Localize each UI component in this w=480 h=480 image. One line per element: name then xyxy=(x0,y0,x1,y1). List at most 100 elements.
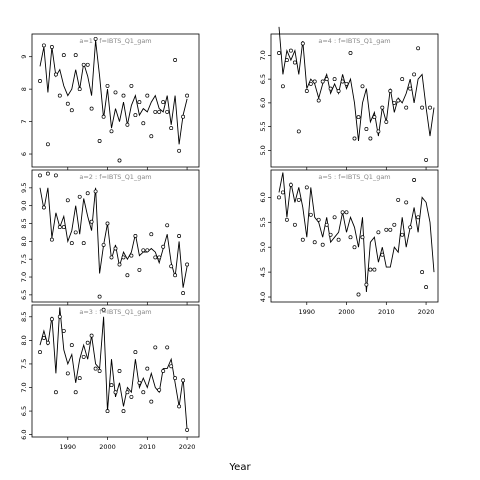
data-point xyxy=(424,157,429,162)
x-tick-label: 2010 xyxy=(378,308,395,316)
y-tick-label: 6.5 xyxy=(20,290,28,300)
data-point xyxy=(372,267,377,272)
panel-title: a=3 : f=IBTS_Q1_gam xyxy=(79,308,151,316)
data-point xyxy=(137,267,142,272)
data-point xyxy=(65,371,70,376)
data-point xyxy=(73,53,78,58)
y-tick-label: 6.0 xyxy=(20,429,28,439)
panel-frame xyxy=(270,169,439,303)
data-point xyxy=(129,253,134,258)
data-point xyxy=(404,200,409,205)
data-point xyxy=(392,222,397,227)
data-point xyxy=(165,109,170,114)
data-point xyxy=(296,197,301,202)
data-point xyxy=(300,41,305,46)
data-point xyxy=(53,390,58,395)
data-point xyxy=(316,217,321,222)
y-tick-label: 8.0 xyxy=(20,236,28,246)
data-point xyxy=(185,93,190,98)
data-point xyxy=(117,158,122,163)
y-tick-label: 6.0 xyxy=(259,98,267,108)
data-point xyxy=(336,89,341,93)
data-point xyxy=(141,248,146,253)
data-point xyxy=(364,282,369,287)
data-point xyxy=(165,345,170,350)
data-point xyxy=(173,58,178,62)
panel-title: a=1 : f=IBTS_Q1_gam xyxy=(79,37,151,45)
data-point xyxy=(332,77,337,82)
x-tick-label: 2020 xyxy=(418,308,435,316)
data-point xyxy=(304,185,309,190)
data-point xyxy=(121,93,126,98)
data-point xyxy=(292,222,297,227)
x-axis-title: Year xyxy=(228,462,251,473)
data-point xyxy=(177,148,182,153)
data-point xyxy=(77,87,82,92)
data-point xyxy=(344,81,349,86)
data-point xyxy=(101,114,106,119)
data-point xyxy=(416,46,421,51)
y-tick-label: 6.5 xyxy=(20,406,28,416)
fitted-line xyxy=(278,26,435,141)
data-point xyxy=(113,90,118,95)
data-point xyxy=(380,105,385,110)
data-point xyxy=(169,364,174,369)
y-tick-label: 7.0 xyxy=(20,272,28,282)
y-tick-label: 8.5 xyxy=(20,312,28,322)
data-point xyxy=(153,255,158,260)
data-point xyxy=(69,343,74,348)
data-point xyxy=(340,79,345,84)
data-point xyxy=(280,190,285,195)
data-point xyxy=(412,178,417,182)
data-point xyxy=(49,237,54,242)
data-point xyxy=(169,264,174,269)
data-point xyxy=(316,98,321,103)
panel-title: a=4 : f=IBTS_Q1_gam xyxy=(318,37,390,45)
data-point xyxy=(57,93,62,98)
data-point xyxy=(157,387,162,392)
data-point xyxy=(380,252,385,257)
data-point xyxy=(125,273,130,278)
data-point xyxy=(296,129,301,134)
data-point xyxy=(41,336,46,340)
data-point xyxy=(396,98,401,103)
data-point xyxy=(109,129,114,134)
data-point xyxy=(368,136,373,141)
data-point xyxy=(129,394,134,399)
data-point xyxy=(41,205,46,210)
data-point xyxy=(57,314,62,319)
data-point xyxy=(85,340,90,345)
data-point xyxy=(292,60,297,65)
data-point xyxy=(49,45,54,49)
data-point xyxy=(153,109,158,114)
data-point xyxy=(424,285,429,290)
data-point xyxy=(141,390,146,395)
data-point xyxy=(97,294,102,299)
data-point xyxy=(73,390,78,395)
data-point xyxy=(93,366,98,371)
panel-title: a=5 : f=IBTS_Q1_gam xyxy=(318,173,390,181)
data-point xyxy=(149,232,154,237)
data-point xyxy=(277,195,281,200)
data-point xyxy=(153,345,158,350)
data-point xyxy=(105,409,110,414)
data-point xyxy=(388,227,393,232)
data-point xyxy=(69,241,74,246)
data-point xyxy=(364,127,369,131)
data-point xyxy=(300,237,305,242)
data-point xyxy=(89,106,94,111)
data-point xyxy=(308,81,313,86)
data-point xyxy=(145,248,150,253)
data-point xyxy=(133,113,138,118)
y-tick-label: 6.0 xyxy=(259,192,267,202)
data-point xyxy=(81,354,86,359)
data-point xyxy=(105,83,110,88)
panel-frame xyxy=(31,304,200,438)
x-tick-label: 2000 xyxy=(338,308,355,316)
x-tick-label: 2020 xyxy=(179,443,196,451)
data-point xyxy=(312,79,317,84)
data-point xyxy=(93,189,98,194)
data-point xyxy=(284,58,289,63)
data-point xyxy=(161,100,166,105)
data-point xyxy=(165,223,170,228)
